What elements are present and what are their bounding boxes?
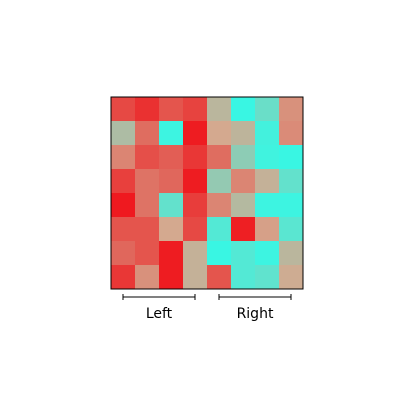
heatmap-cell-r3-c7 (279, 169, 304, 194)
heatmap-cell-r2-c6 (255, 145, 280, 170)
heatmap-cell-r7-c7 (279, 265, 304, 290)
heatmap-cell-r2-c4 (207, 145, 232, 170)
heatmap-cell-r6-c5 (231, 241, 256, 266)
heatmap-cell-r3-c0 (111, 169, 136, 194)
heatmap-cell-r1-c3 (183, 121, 208, 146)
group-label-right: Right (237, 306, 274, 322)
heatmap-cell-r0-c6 (255, 97, 280, 122)
heatmap-cell-r0-c2 (159, 97, 184, 122)
heatmap-cell-r2-c2 (159, 145, 184, 170)
heatmap-cell-r0-c4 (207, 97, 232, 122)
heatmap-cell-r3-c1 (135, 169, 160, 194)
heatmap-cell-r5-c5 (231, 217, 256, 242)
heatmap-cell-r3-c3 (183, 169, 208, 194)
group-label-left: Left (146, 306, 173, 322)
heatmap-cell-r6-c3 (183, 241, 208, 266)
heatmap-cell-r5-c3 (183, 217, 208, 242)
heatmap-cell-r6-c2 (159, 241, 184, 266)
heatmap-cell-r7-c4 (207, 265, 232, 290)
group-bracket-right: Right (218, 294, 292, 322)
heatmap-cell-r0-c3 (183, 97, 208, 122)
heatmap-cell-r7-c5 (231, 265, 256, 290)
heatmap-cell-r0-c7 (279, 97, 304, 122)
heatmap-cell-r1-c6 (255, 121, 280, 146)
heatmap-cell-r7-c6 (255, 265, 280, 290)
heatmap-cell-r7-c3 (183, 265, 208, 290)
group-brackets: Left Right (122, 294, 292, 322)
heatmap-cell-r6-c4 (207, 241, 232, 266)
heatmap-cell-r3-c5 (231, 169, 256, 194)
heatmap-cells (111, 97, 304, 290)
heatmap-cell-r2-c7 (279, 145, 304, 170)
heatmap-cell-r1-c4 (207, 121, 232, 146)
heatmap-cell-r1-c7 (279, 121, 304, 146)
heatmap-cell-r5-c7 (279, 217, 304, 242)
heatmap-cell-r2-c0 (111, 145, 136, 170)
heatmap-cell-r4-c5 (231, 193, 256, 218)
heatmap-cell-r5-c2 (159, 217, 184, 242)
heatmap-cell-r4-c3 (183, 193, 208, 218)
heatmap-cell-r3-c2 (159, 169, 184, 194)
heatmap-cell-r1-c0 (111, 121, 136, 146)
heatmap-cell-r0-c1 (135, 97, 160, 122)
heatmap-cell-r1-c1 (135, 121, 160, 146)
heatmap-cell-r6-c6 (255, 241, 280, 266)
heatmap-cell-r4-c1 (135, 193, 160, 218)
heatmap-cell-r4-c2 (159, 193, 184, 218)
heatmap-cell-r3-c4 (207, 169, 232, 194)
heatmap-cell-r5-c4 (207, 217, 232, 242)
heatmap-cell-r4-c4 (207, 193, 232, 218)
heatmap-frame (110, 96, 304, 290)
heatmap-cell-r1-c2 (159, 121, 184, 146)
heatmap-cell-r1-c5 (231, 121, 256, 146)
heatmap-cell-r2-c5 (231, 145, 256, 170)
heatmap-cell-r5-c6 (255, 217, 280, 242)
heatmap-cell-r5-c0 (111, 217, 136, 242)
heatmap-cell-r2-c3 (183, 145, 208, 170)
heatmap-cell-r2-c1 (135, 145, 160, 170)
heatmap-cell-r7-c0 (111, 265, 136, 290)
heatmap-cell-r6-c1 (135, 241, 160, 266)
heatmap-cell-r6-c7 (279, 241, 304, 266)
heatmap-cell-r0-c0 (111, 97, 136, 122)
heatmap-cell-r7-c2 (159, 265, 184, 290)
heatmap-cell-r4-c0 (111, 193, 136, 218)
heatmap-cell-r4-c7 (279, 193, 304, 218)
group-bracket-left: Left (122, 294, 196, 322)
heatmap-cell-r4-c6 (255, 193, 280, 218)
heatmap-cell-r7-c1 (135, 265, 160, 290)
heatmap-cell-r3-c6 (255, 169, 280, 194)
heatmap-cell-r6-c0 (111, 241, 136, 266)
heatmap-cell-r5-c1 (135, 217, 160, 242)
heatmap-cell-r0-c5 (231, 97, 256, 122)
